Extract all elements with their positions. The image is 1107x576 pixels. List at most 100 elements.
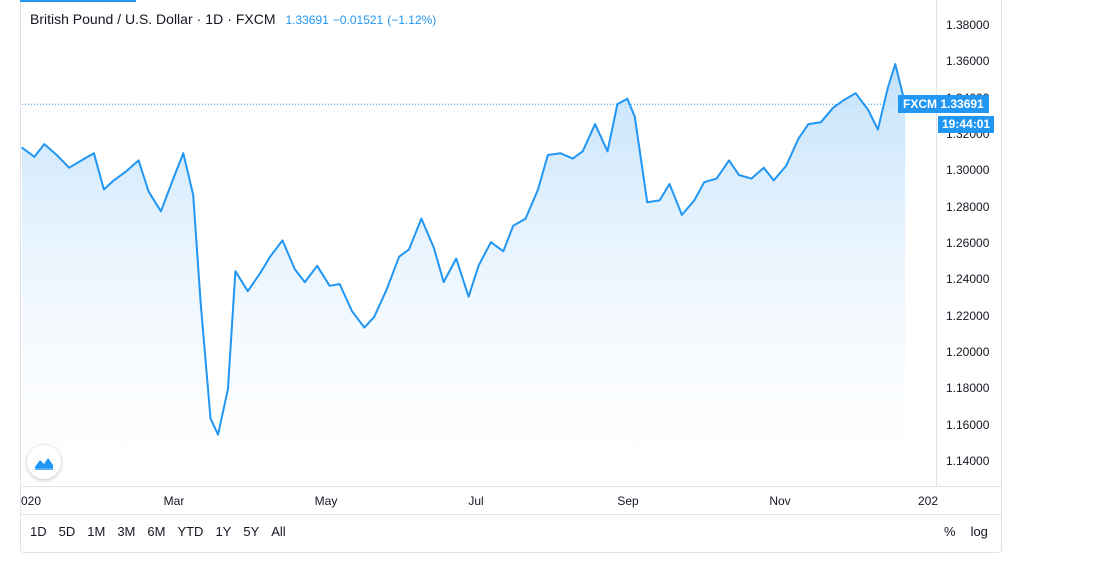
price-tick-label: 1.22000 [946, 308, 990, 323]
range-button-3m[interactable]: 3M [117, 524, 136, 539]
price-axis-border [936, 0, 937, 486]
interval-label: 1D [205, 11, 224, 27]
data-point [559, 152, 562, 154]
price-tick-label: 1.16000 [946, 417, 990, 432]
price-tick-label: 1.14000 [946, 454, 990, 468]
price-tick-label: 1.18000 [946, 381, 990, 396]
axis-options: % log [944, 524, 1003, 539]
range-button-5d[interactable]: 5D [58, 524, 76, 539]
price-tick-label: 1.20000 [946, 345, 990, 359]
data-point [797, 137, 800, 140]
data-point [227, 388, 229, 391]
range-button-1m[interactable]: 1M [87, 524, 106, 539]
data-point [192, 194, 194, 196]
price-area [22, 64, 906, 462]
data-point [581, 150, 584, 153]
time-tick-label: May [314, 494, 338, 508]
price-tick-label: 1.24000 [946, 272, 990, 287]
price-tick-label: 1.38000 [946, 18, 990, 32]
time-tick-label: Sep [617, 494, 639, 508]
data-point [21, 146, 23, 149]
data-point [373, 315, 376, 318]
range-button-all[interactable]: All [271, 524, 286, 539]
range-button-1d[interactable]: 1D [30, 524, 47, 539]
data-point [820, 121, 822, 124]
data-point [477, 265, 480, 267]
data-point [217, 433, 219, 436]
data-point [832, 106, 834, 109]
data-point [537, 188, 539, 191]
source-label: FXCM [235, 11, 276, 27]
countdown-tag: 19:44:01 [938, 116, 995, 133]
range-button-ytd[interactable]: YTD [177, 524, 204, 539]
data-point [408, 248, 410, 251]
data-point [442, 281, 445, 283]
data-point [351, 310, 353, 313]
legend-separator: · [196, 11, 202, 27]
data-point [68, 166, 70, 169]
legend-separator: · [227, 11, 232, 27]
range-button-6m[interactable]: 6M [147, 524, 166, 539]
data-point [398, 255, 400, 258]
data-point [199, 301, 202, 303]
range-button-5y[interactable]: 5Y [243, 524, 260, 539]
data-point [281, 239, 284, 242]
data-point [715, 177, 718, 180]
last-price: 1.33691 [285, 13, 329, 27]
symbol-title[interactable]: British Pound / U.S. Dollar [30, 11, 193, 27]
log-scale-button[interactable]: log [970, 524, 988, 539]
data-point [420, 217, 423, 220]
data-point [512, 225, 514, 227]
data-point [80, 159, 83, 162]
price-change-percent: (−1.12%) [387, 13, 437, 27]
percent-scale-button[interactable]: % [944, 524, 956, 539]
data-point [328, 285, 331, 287]
data-point [147, 190, 150, 193]
range-button-1y[interactable]: 1Y [215, 524, 232, 539]
price-tick-label: 1.30000 [946, 163, 990, 178]
data-point [103, 188, 105, 191]
data-point [658, 199, 661, 202]
data-point [433, 246, 435, 249]
data-point [490, 241, 492, 243]
price-change: −0.01521 [332, 13, 384, 27]
data-point [693, 199, 696, 202]
data-point [738, 174, 740, 176]
data-point [172, 177, 175, 180]
data-point [43, 143, 46, 145]
data-point [785, 165, 787, 167]
data-point [269, 255, 271, 258]
data-point [807, 123, 810, 125]
data-point [467, 295, 470, 298]
data-point [247, 290, 249, 293]
data-point [668, 183, 671, 185]
time-tick-label: Nov [769, 494, 791, 508]
data-point [842, 99, 844, 102]
price-tick-label: 1.28000 [946, 199, 990, 214]
data-point [363, 326, 366, 329]
price-tag-value: 1.33691 [940, 97, 984, 111]
data-point [634, 116, 636, 118]
time-axis-border [20, 486, 1002, 487]
data-point [55, 154, 58, 156]
data-point [681, 214, 683, 216]
data-point [646, 201, 648, 203]
data-point [867, 108, 869, 111]
price-tick-label: 1.26000 [946, 236, 990, 250]
data-point [703, 181, 705, 183]
date-range-selector: 1D 5D 1M 3M 6M YTD 1Y 5Y All [30, 524, 298, 539]
legend-values: 1.33691 −0.01521 (−1.12%) [285, 13, 440, 27]
top-accent-bar [20, 0, 136, 2]
data-point [616, 103, 619, 105]
price-tick-label: 1.36000 [946, 54, 990, 69]
data-point [234, 270, 237, 273]
tradingview-logo[interactable] [27, 445, 61, 479]
data-point [316, 265, 319, 267]
data-point [502, 250, 505, 253]
time-tick-label: Mar [163, 494, 185, 508]
data-point [209, 417, 212, 420]
price-line [21, 63, 907, 436]
data-point [877, 128, 879, 131]
data-point [547, 154, 549, 156]
